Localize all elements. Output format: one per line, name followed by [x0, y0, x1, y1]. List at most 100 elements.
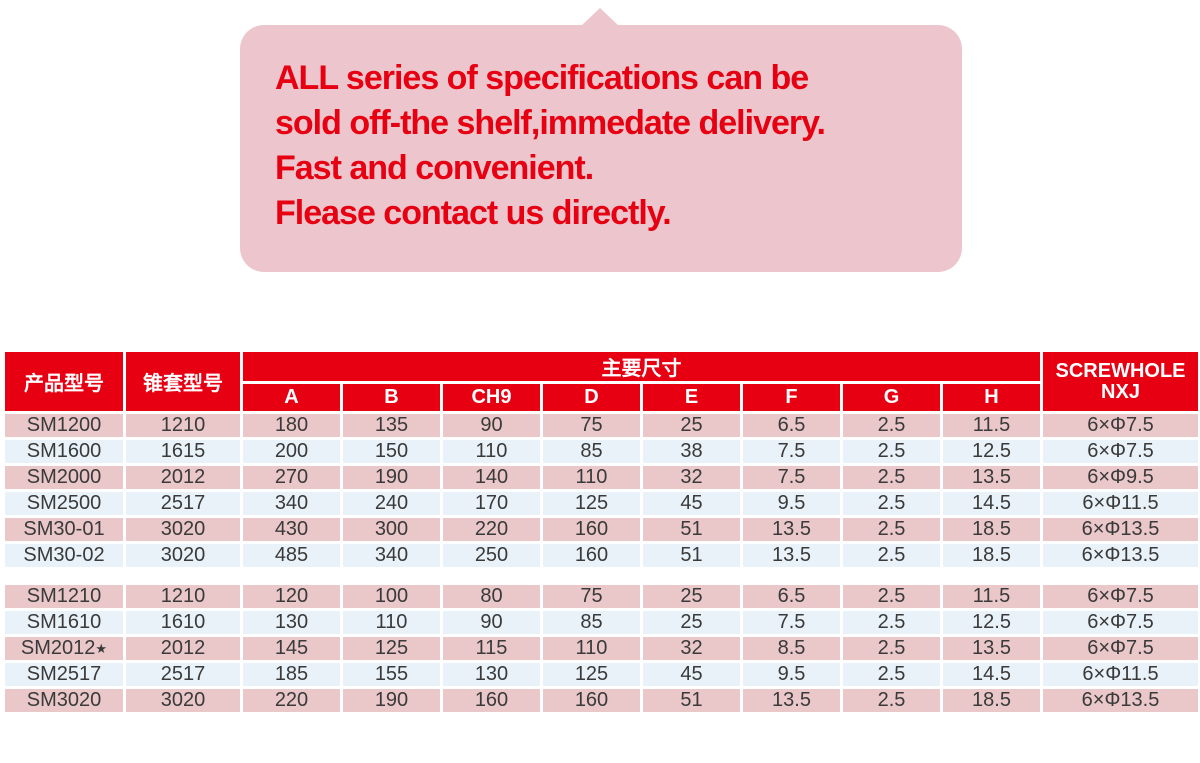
dim-e-cell: 32	[640, 463, 743, 492]
dim-d-cell: 160	[540, 541, 643, 570]
table-row: SM1210 1210 120 100 80 75 25 6.5 2.5 11.5 6×Φ7.5	[2, 582, 1200, 611]
dim-b-cell: 190	[340, 463, 443, 492]
group-gap-row	[3, 568, 1200, 584]
dim-a-cell: 180	[240, 411, 343, 440]
sleeve-model-cell: 2012	[123, 463, 243, 492]
callout-line: ALL series of specifications can be	[275, 59, 809, 97]
dim-g-cell: 2.5	[840, 660, 943, 689]
dim-a-cell: 200	[240, 437, 343, 466]
dim-f-cell: 13.5	[740, 515, 843, 544]
header-dim-ch9: CH9	[440, 381, 543, 414]
header-screwhole: SCREWHOLE NXJ	[1040, 349, 1200, 414]
dim-b-cell: 240	[340, 489, 443, 518]
sleeve-model-cell: 3020	[123, 541, 243, 570]
screwhole-cell: 6×Φ13.5	[1040, 686, 1200, 715]
dim-b-cell: 135	[340, 411, 443, 440]
dim-g-cell: 2.5	[840, 541, 943, 570]
dim-g-cell: 2.5	[840, 463, 943, 492]
dim-f-cell: 7.5	[740, 437, 843, 466]
sleeve-model-cell: 2517	[123, 660, 243, 689]
product-model-cell: SM2500	[2, 489, 126, 518]
product-model-cell: SM1210	[2, 582, 126, 611]
dim-h-cell: 12.5	[940, 608, 1043, 637]
dim-b-cell: 155	[340, 660, 443, 689]
dim-f-cell: 9.5	[740, 489, 843, 518]
dim-e-cell: 51	[640, 686, 743, 715]
dim-b-cell: 190	[340, 686, 443, 715]
screwhole-cell: 6×Φ13.5	[1040, 515, 1200, 544]
product-model-cell: SM2517	[2, 660, 126, 689]
header-dim-f: F	[740, 381, 843, 414]
dim-e-cell: 51	[640, 515, 743, 544]
screwhole-cell: 6×Φ11.5	[1040, 489, 1200, 518]
dim-h-cell: 14.5	[940, 660, 1043, 689]
callout-line: sold off-the shelf,immedate delivery.	[275, 104, 826, 142]
dim-g-cell: 2.5	[840, 608, 943, 637]
dim-e-cell: 45	[640, 489, 743, 518]
dim-d-cell: 85	[540, 608, 643, 637]
dim-e-cell: 38	[640, 437, 743, 466]
dim-h-cell: 12.5	[940, 437, 1043, 466]
dim-g-cell: 2.5	[840, 515, 943, 544]
dim-g-cell: 2.5	[840, 411, 943, 440]
dim-ch9-cell: 130	[440, 660, 543, 689]
screwhole-cell: 6×Φ13.5	[1040, 541, 1200, 570]
dim-a-cell: 185	[240, 660, 343, 689]
table-row: SM30-01 3020 430 300 220 160 51 13.5 2.5 18.5 6×Φ1…	[2, 515, 1200, 544]
header-screwhole-line1: SCREWHOLE	[1055, 359, 1186, 382]
dim-f-cell: 9.5	[740, 660, 843, 689]
dim-ch9-cell: 80	[440, 582, 543, 611]
sleeve-model-cell: 2517	[123, 489, 243, 518]
dim-e-cell: 25	[640, 411, 743, 440]
dim-ch9-cell: 90	[440, 608, 543, 637]
dim-h-cell: 11.5	[940, 582, 1043, 611]
dim-a-cell: 270	[240, 463, 343, 492]
screwhole-cell: 6×Φ7.5	[1040, 582, 1200, 611]
table-row: SM2500 2517 340 240 170 125 45 9.5 2.5 14.5 6×Φ11.…	[2, 489, 1200, 518]
screwhole-cell: 6×Φ9.5	[1040, 463, 1200, 492]
dim-h-cell: 14.5	[940, 489, 1043, 518]
product-model-cell: SM2000	[2, 463, 126, 492]
dim-f-cell: 7.5	[740, 608, 843, 637]
dim-d-cell: 110	[540, 463, 643, 492]
table-row: SM2000 2012 270 190 140 110 32 7.5 2.5 13.5 6×Φ9.5	[2, 463, 1200, 492]
dim-h-cell: 18.5	[940, 541, 1043, 570]
dim-ch9-cell: 115	[440, 634, 543, 663]
dim-e-cell: 45	[640, 660, 743, 689]
product-model-cell: SM1200	[2, 411, 126, 440]
screwhole-cell: 6×Φ7.5	[1040, 411, 1200, 440]
product-model-cell: SM3020	[2, 686, 126, 715]
dim-d-cell: 160	[540, 515, 643, 544]
star-mark: ★	[95, 641, 108, 656]
dim-a-cell: 220	[240, 686, 343, 715]
dim-g-cell: 2.5	[840, 686, 943, 715]
dim-e-cell: 51	[640, 541, 743, 570]
callout-line: Fast and convenient.	[275, 149, 594, 187]
dim-d-cell: 160	[540, 686, 643, 715]
dim-ch9-cell: 220	[440, 515, 543, 544]
dim-ch9-cell: 90	[440, 411, 543, 440]
dim-g-cell: 2.5	[840, 634, 943, 663]
product-model-cell: SM1600	[2, 437, 126, 466]
dim-b-cell: 100	[340, 582, 443, 611]
dim-ch9-cell: 140	[440, 463, 543, 492]
product-model-cell: SM30-02	[2, 541, 126, 570]
callout-bubble: ALL series of specifications can be sold…	[240, 8, 962, 272]
sleeve-model-cell: 1210	[123, 411, 243, 440]
table-row: SM1610 1610 130 110 90 85 25 7.5 2.5 12.5 6×Φ7.5	[2, 608, 1200, 637]
table-row: SM2517 2517 185 155 130 125 45 9.5 2.5 14.5 6×Φ11.…	[2, 660, 1200, 689]
dim-a-cell: 130	[240, 608, 343, 637]
dimension-header-row: A B CH9 D E F G H	[4, 381, 1200, 414]
table-row: SM1200 1210 180 135 90 75 25 6.5 2.5 11.5 6×Φ7.5	[2, 411, 1200, 440]
dim-e-cell: 32	[640, 634, 743, 663]
header-dim-b: B	[340, 381, 443, 414]
dim-b-cell: 300	[340, 515, 443, 544]
dim-a-cell: 340	[240, 489, 343, 518]
dim-f-cell: 7.5	[740, 463, 843, 492]
table-row: SM2012★ 2012 145 125 115 110 32 8.5 2.5 13.5 6×Φ7.…	[2, 634, 1200, 663]
callout-line: Flease contact us directly.	[275, 194, 672, 232]
header-dim-e: E	[640, 381, 743, 414]
header-screwhole-line2: NXJ	[1101, 380, 1140, 403]
header-dim-g: G	[840, 381, 943, 414]
dim-b-cell: 150	[340, 437, 443, 466]
